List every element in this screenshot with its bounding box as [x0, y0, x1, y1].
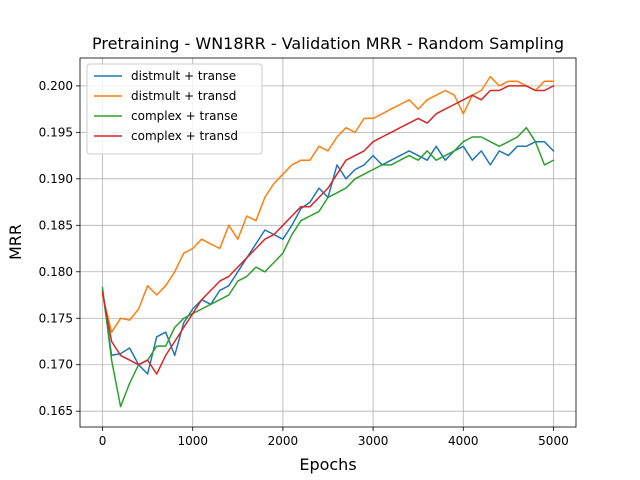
series-line-distmult-transd: [101, 75, 555, 333]
y-tick-label: 0.185: [39, 218, 73, 232]
legend: distmult + transe distmult + transd comple…: [86, 63, 263, 155]
axis-ticks: 0 1000 2000 3000 4000 5000 0.165 0.170 0.175 0.18…: [39, 79, 569, 448]
legend-entry-label: distmult + transe: [131, 69, 236, 83]
x-tick-label: 3000: [358, 434, 389, 448]
legend-entry-label: distmult + transd: [131, 89, 236, 103]
x-tick-label: 1000: [177, 434, 208, 448]
legend-box: [86, 63, 263, 155]
y-tick-label: 0.165: [39, 404, 73, 418]
x-axis-label: Epochs: [299, 455, 356, 474]
series-lines: [101, 75, 555, 408]
chart-title: Pretraining - WN18RR - Validation MRR - …: [92, 34, 564, 53]
plot-frame: [79, 57, 577, 428]
series-line-complex-transe: [101, 126, 555, 408]
y-tick-label: 0.180: [39, 265, 73, 279]
y-tick-label: 0.190: [39, 172, 73, 186]
y-tick-label: 0.200: [39, 79, 73, 93]
x-tick-label: 4000: [448, 434, 479, 448]
x-tick-label: 5000: [538, 434, 569, 448]
y-tick-label: 0.170: [39, 358, 73, 372]
y-tick-label: 0.175: [39, 311, 73, 325]
legend-entry-label: complex + transd: [131, 129, 238, 143]
y-tick-label: 0.195: [39, 125, 73, 139]
x-tick-label: 0: [99, 434, 107, 448]
gridlines: [80, 58, 576, 427]
y-axis-label: MRR: [6, 224, 25, 260]
series-line-complex-transd: [101, 84, 555, 375]
legend-entry-label: complex + transe: [131, 109, 238, 123]
x-tick-label: 2000: [268, 434, 299, 448]
